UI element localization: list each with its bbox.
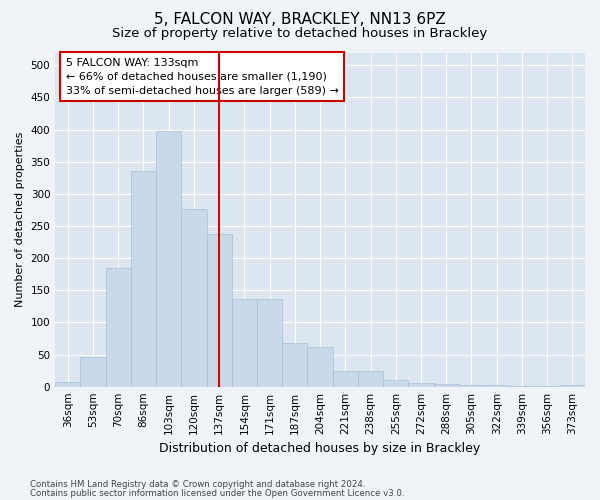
Bar <box>206 234 232 386</box>
Bar <box>383 380 409 386</box>
Text: Contains public sector information licensed under the Open Government Licence v3: Contains public sector information licen… <box>30 488 404 498</box>
Bar <box>80 357 106 386</box>
Bar <box>332 372 358 386</box>
Y-axis label: Number of detached properties: Number of detached properties <box>15 132 25 308</box>
Bar <box>106 268 131 386</box>
Bar <box>232 300 257 386</box>
Text: 5 FALCON WAY: 133sqm
← 66% of detached houses are smaller (1,190)
33% of semi-de: 5 FALCON WAY: 133sqm ← 66% of detached h… <box>66 58 338 96</box>
Text: 5, FALCON WAY, BRACKLEY, NN13 6PZ: 5, FALCON WAY, BRACKLEY, NN13 6PZ <box>154 12 446 28</box>
Bar <box>55 382 80 386</box>
Bar <box>131 172 156 386</box>
Bar <box>459 385 484 386</box>
Bar <box>257 300 282 386</box>
Bar <box>181 210 206 386</box>
Bar <box>409 383 434 386</box>
Bar <box>434 384 459 386</box>
Text: Size of property relative to detached houses in Brackley: Size of property relative to detached ho… <box>112 28 488 40</box>
Bar <box>307 348 332 387</box>
Bar <box>282 343 307 386</box>
Bar <box>156 131 181 386</box>
Bar <box>358 372 383 386</box>
Text: Contains HM Land Registry data © Crown copyright and database right 2024.: Contains HM Land Registry data © Crown c… <box>30 480 365 489</box>
Bar <box>560 385 585 386</box>
X-axis label: Distribution of detached houses by size in Brackley: Distribution of detached houses by size … <box>160 442 481 455</box>
